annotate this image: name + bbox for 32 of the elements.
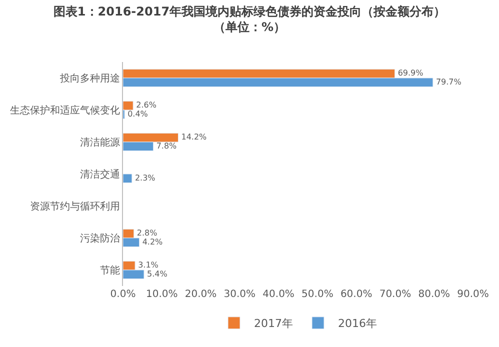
legend-label: 2017年 [254,317,293,330]
data-label: 0.4% [128,109,148,118]
y-tick-label: 节能 [100,264,120,276]
data-label: 79.7% [436,77,462,86]
data-label: 5.4% [147,269,168,278]
data-label: 4.2% [142,237,164,246]
y-tick-label: 清洁交通 [80,168,120,180]
x-tick-label: 20.0% [184,289,217,300]
x-tick-label: 30.0% [224,289,256,300]
data-label: 69.9% [398,68,424,78]
data-label: 2.3% [134,173,156,182]
data-label: 2.8% [136,228,158,238]
y-tick-label: 清洁能源 [80,136,120,148]
y-tick-label: 生态保护和适应气候变化 [10,104,120,116]
legend-label: 2016年 [338,317,377,330]
data-label: 14.2% [181,132,208,142]
y-tick-label: 污染防治 [80,232,120,244]
x-tick-label: 80.0% [418,289,450,300]
y-tick-label: 投向多种用途 [59,72,120,84]
bar [123,174,132,184]
x-tick-label: 60.0% [340,289,372,300]
x-tick-label: 0.0% [110,289,136,300]
data-label: 3.1% [138,260,159,270]
x-tick-label: 40.0% [262,289,294,300]
x-tick-label: 90.0% [457,289,489,300]
x-tick-label: 50.0% [302,289,334,300]
x-tick-label: 70.0% [379,289,412,300]
chart-title: 图表1：2016-2017年我国境内贴标绿色债券的资金投向（按金额分布）（单位：%） [53,4,446,34]
y-tick-label: 资源节约与循环利用 [30,200,120,212]
x-tick-label: 10.0% [146,289,178,300]
data-label: 7.8% [156,141,178,150]
data-label: 2.6% [136,100,157,110]
